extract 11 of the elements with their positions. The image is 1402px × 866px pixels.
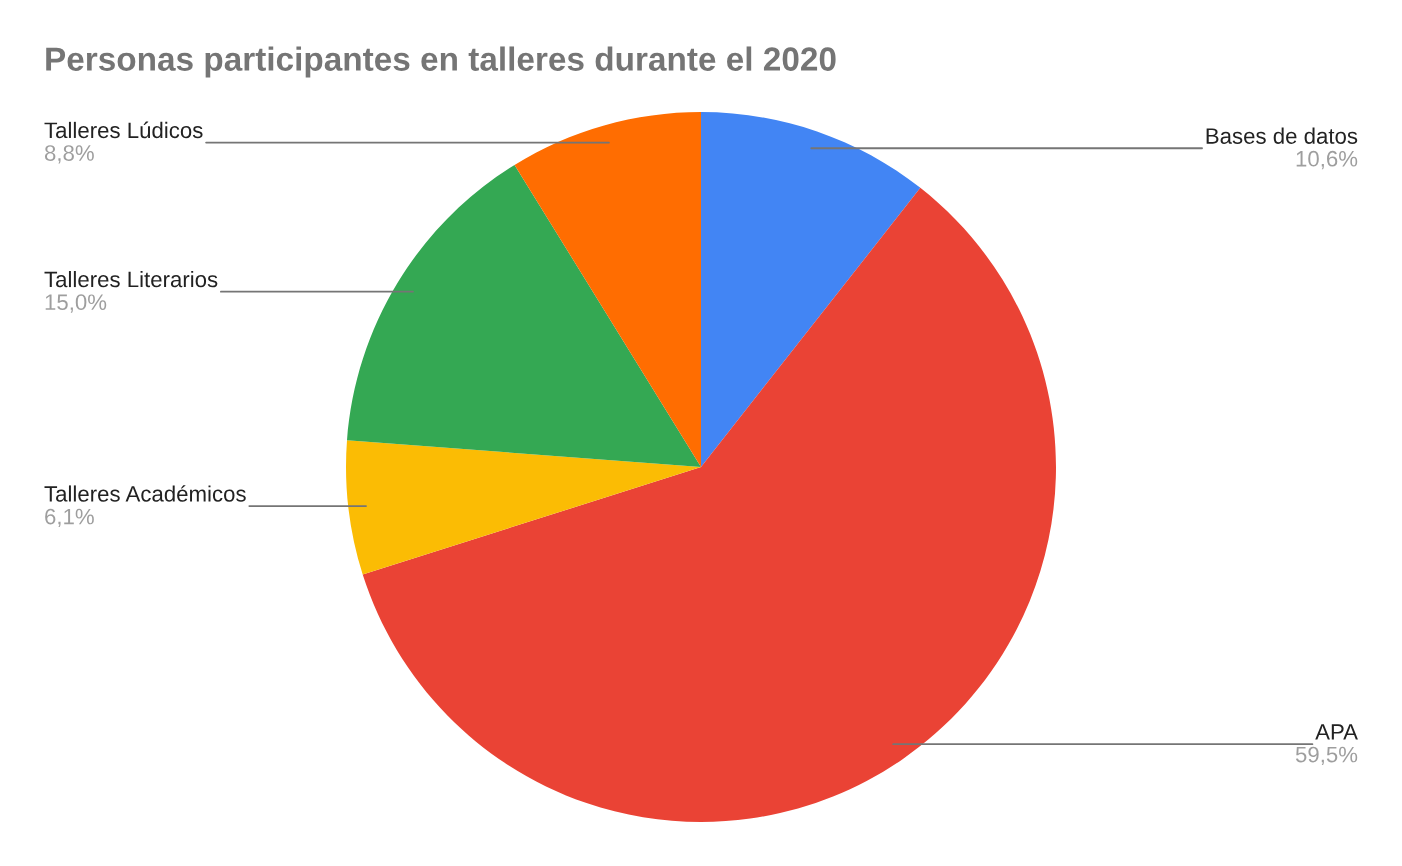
- data-label: 15,0%: [45, 294, 107, 313]
- slice-label: Talleres Académicos: [44, 485, 246, 502]
- data-label: 6,1%: [45, 508, 94, 528]
- slice-label: Talleres Lúdicos: [44, 121, 203, 139]
- slice-label: Talleres Literarios: [44, 270, 218, 288]
- chart-title: Personas participantes en talleres durante el 2020: [46, 46, 836, 78]
- data-label: 59,5%: [1295, 746, 1358, 766]
- data-label: 8,8%: [44, 145, 94, 164]
- slice-label: APA: [1315, 724, 1358, 740]
- slice-label: Bases de datos: [1206, 127, 1358, 144]
- data-label: 10,6%: [1296, 150, 1358, 170]
